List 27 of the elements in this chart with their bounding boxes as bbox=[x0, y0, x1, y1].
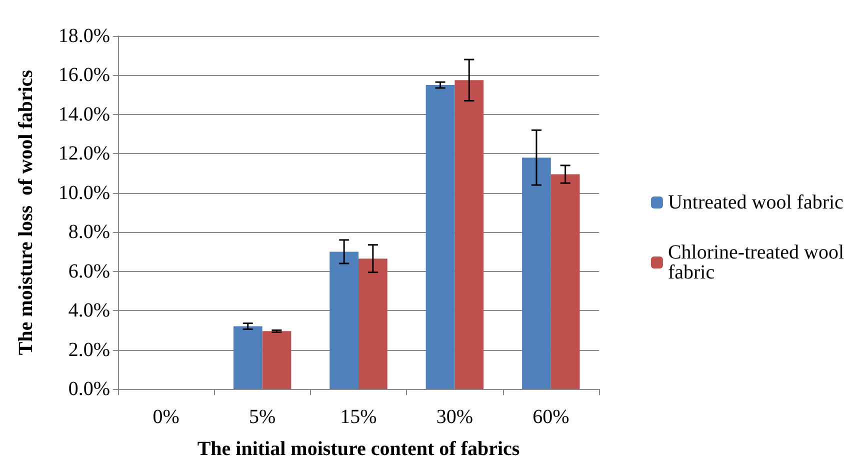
bar bbox=[262, 331, 292, 389]
bar bbox=[454, 80, 484, 389]
x-tick-label: 15% bbox=[340, 406, 377, 428]
y-tick-label: 2.0% bbox=[68, 338, 110, 361]
bar bbox=[426, 85, 455, 389]
x-tick-label: 0% bbox=[152, 406, 180, 428]
y-tick-label: 6.0% bbox=[68, 260, 110, 282]
x-tick-label: 60% bbox=[532, 406, 570, 428]
bar bbox=[330, 252, 358, 389]
x-axis-title: The initial moisture content of fabrics bbox=[197, 438, 520, 460]
y-tick-label: 16.0% bbox=[58, 64, 110, 86]
y-tick-label: 4.0% bbox=[68, 300, 110, 322]
y-tick-label: 12.0% bbox=[58, 142, 110, 165]
legend-label: Untreated wool fabric bbox=[668, 192, 844, 214]
y-tick-label: 0.0% bbox=[68, 378, 110, 400]
legend-label: Chlorine-treated wool fabric bbox=[668, 242, 850, 284]
bar bbox=[358, 258, 388, 389]
x-tick-label: 30% bbox=[436, 406, 474, 428]
y-tick-label: 10.0% bbox=[58, 182, 110, 204]
y-tick-label: 8.0% bbox=[68, 221, 110, 244]
x-tick-label: 5% bbox=[248, 406, 276, 428]
bar bbox=[550, 174, 580, 389]
bar bbox=[522, 158, 551, 389]
y-axis-title: The moisture loss of wool fabrics bbox=[15, 70, 37, 356]
y-tick-label: 14.0% bbox=[58, 103, 110, 126]
y-tick-label: 18.0% bbox=[58, 25, 110, 47]
bar bbox=[233, 326, 262, 389]
